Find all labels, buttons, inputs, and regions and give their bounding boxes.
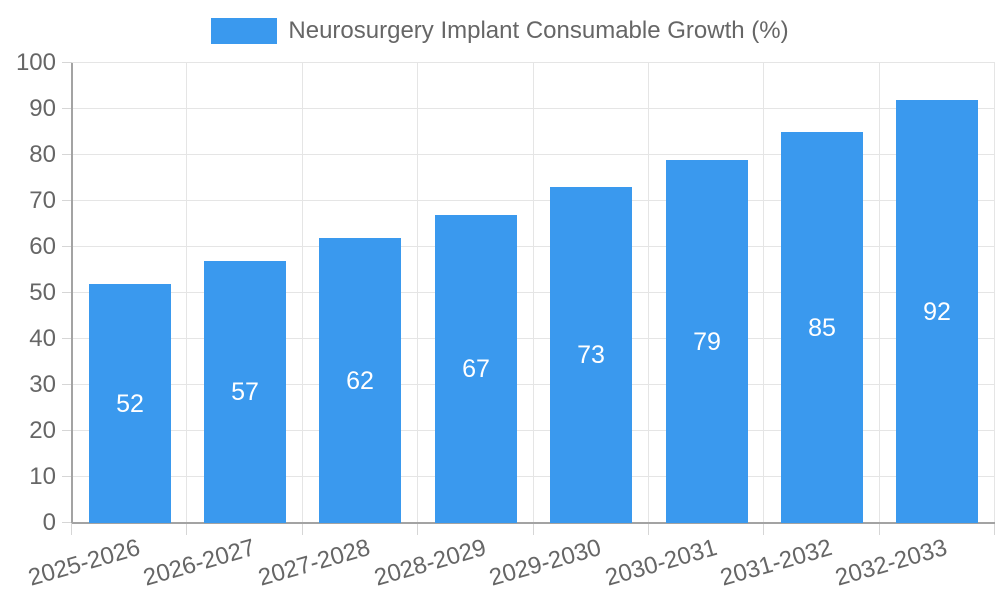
bar[interactable] <box>550 187 632 523</box>
h-gridline <box>72 62 995 63</box>
y-tick-label: 90 <box>29 95 56 122</box>
y-axis-tick <box>62 62 72 63</box>
bar[interactable] <box>89 284 171 523</box>
x-axis-tick <box>879 523 880 535</box>
y-axis-tick <box>62 154 72 155</box>
x-axis-tick <box>71 523 72 535</box>
v-gridline <box>648 63 649 523</box>
x-axis-tick <box>186 523 187 535</box>
v-gridline <box>533 63 534 523</box>
bar[interactable] <box>781 132 863 523</box>
x-axis-tick <box>648 523 649 535</box>
v-gridline <box>186 63 187 523</box>
v-gridline <box>302 63 303 523</box>
x-axis-tick <box>763 523 764 535</box>
v-gridline <box>994 63 995 523</box>
y-axis-tick <box>62 108 72 109</box>
y-axis-tick <box>62 246 72 247</box>
y-axis-tick <box>62 292 72 293</box>
v-gridline <box>763 63 764 523</box>
y-axis-tick <box>62 476 72 477</box>
x-axis-tick <box>302 523 303 535</box>
x-axis-tick <box>994 523 995 535</box>
y-axis-tick <box>62 200 72 201</box>
y-tick-label: 70 <box>29 187 56 214</box>
v-gridline <box>879 63 880 523</box>
legend-label: Neurosurgery Implant Consumable Growth (… <box>288 17 789 44</box>
y-axis-tick <box>62 430 72 431</box>
y-axis-tick <box>62 384 72 385</box>
bar[interactable] <box>896 100 978 523</box>
y-tick-label: 40 <box>29 325 56 352</box>
x-axis-line <box>72 522 995 524</box>
legend[interactable]: Neurosurgery Implant Consumable Growth (… <box>0 17 1000 45</box>
y-axis-line <box>71 63 73 523</box>
y-tick-label: 0 <box>42 509 56 536</box>
y-axis-tick <box>62 522 72 523</box>
y-tick-label: 20 <box>29 417 56 444</box>
bar[interactable] <box>319 238 401 523</box>
bar[interactable] <box>435 215 517 523</box>
y-axis-tick <box>62 338 72 339</box>
bar[interactable] <box>666 160 748 523</box>
y-tick-label: 100 <box>15 49 56 76</box>
y-tick-label: 60 <box>29 233 56 260</box>
legend-swatch <box>211 18 278 44</box>
v-gridline <box>417 63 418 523</box>
y-tick-label: 10 <box>29 463 56 490</box>
y-tick-label: 80 <box>29 141 56 168</box>
plot-area: 0 10 20 30 40 50 60 70 80 90 100 52 2025-2026 57 2026-… <box>16 50 995 592</box>
y-tick-label: 50 <box>29 279 56 306</box>
bar[interactable] <box>204 261 286 523</box>
x-axis-tick <box>533 523 534 535</box>
y-tick-label: 30 <box>29 371 56 398</box>
x-axis-tick <box>417 523 418 535</box>
